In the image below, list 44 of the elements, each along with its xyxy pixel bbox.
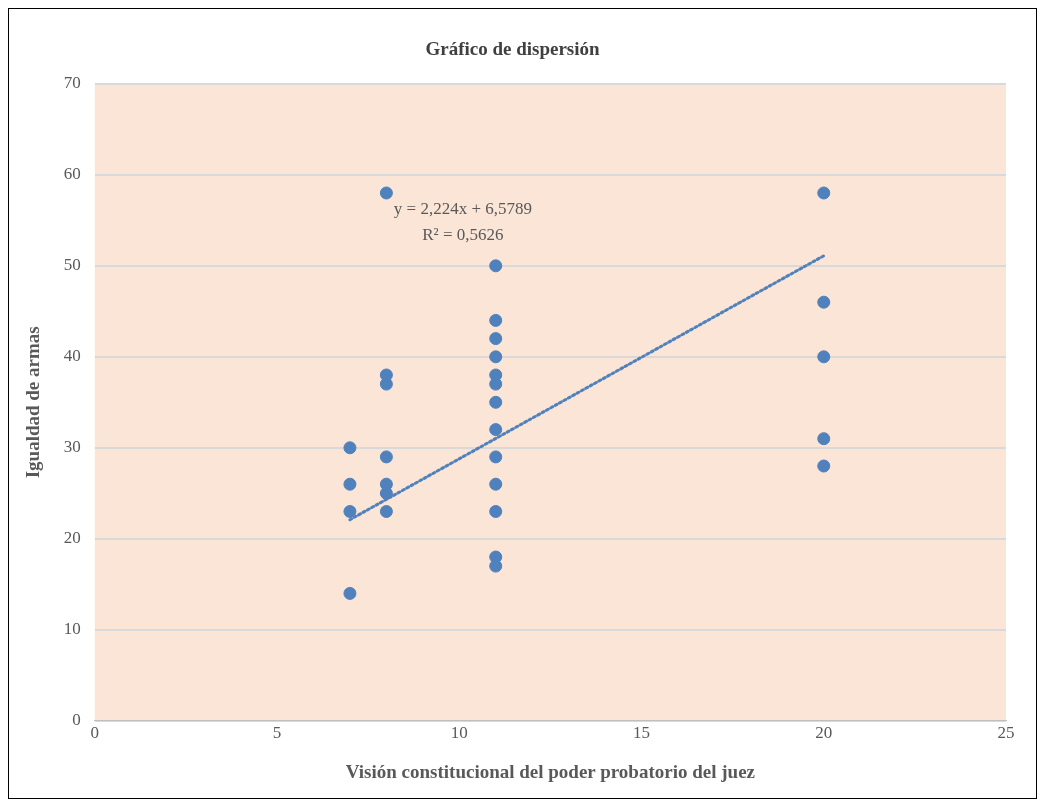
point [817, 432, 831, 446]
point [489, 450, 503, 464]
x-tick-label: 25 [997, 723, 1015, 743]
point [343, 477, 357, 491]
chart-title: Gráfico de dispersión [425, 38, 601, 60]
point [489, 377, 503, 391]
point [489, 423, 503, 437]
point [817, 459, 831, 473]
y-tick-label: 0 [72, 710, 81, 730]
point [343, 441, 357, 455]
point [379, 377, 393, 391]
x-axis-title: Visión constitucional del poder probatorio del juez [345, 760, 756, 782]
y-tick-label: 30 [63, 437, 81, 457]
y-tick-label: 20 [63, 528, 81, 548]
y-tick-label: 70 [63, 73, 81, 93]
point [343, 586, 357, 600]
point [489, 559, 503, 573]
y-tick-label: 10 [63, 619, 81, 639]
x-tick-label: 5 [272, 723, 282, 743]
x-tick-label: 10 [450, 723, 468, 743]
point [489, 259, 503, 273]
point [379, 505, 393, 518]
point [489, 332, 503, 346]
point [343, 505, 357, 518]
annotation: y = 2,224x + 6,5789 [393, 198, 533, 218]
point [817, 350, 831, 364]
point [817, 186, 831, 200]
y-axis-title: Igualdad de armas [22, 326, 44, 479]
point [489, 395, 503, 409]
point [489, 350, 503, 364]
x-tick-label: 20 [815, 723, 833, 743]
point [379, 450, 393, 464]
point [489, 313, 503, 327]
point [489, 505, 503, 518]
point [489, 477, 503, 491]
y-tick-label: 50 [63, 255, 81, 275]
y-tick-label: 60 [63, 164, 81, 184]
y-tick-label: 40 [63, 346, 81, 366]
x-tick-label: 15 [633, 723, 651, 743]
point [379, 486, 393, 500]
point [817, 295, 831, 309]
annotation: R² = 0,5626 [422, 224, 504, 244]
x-tick-label: 0 [90, 723, 100, 743]
point [379, 186, 393, 200]
